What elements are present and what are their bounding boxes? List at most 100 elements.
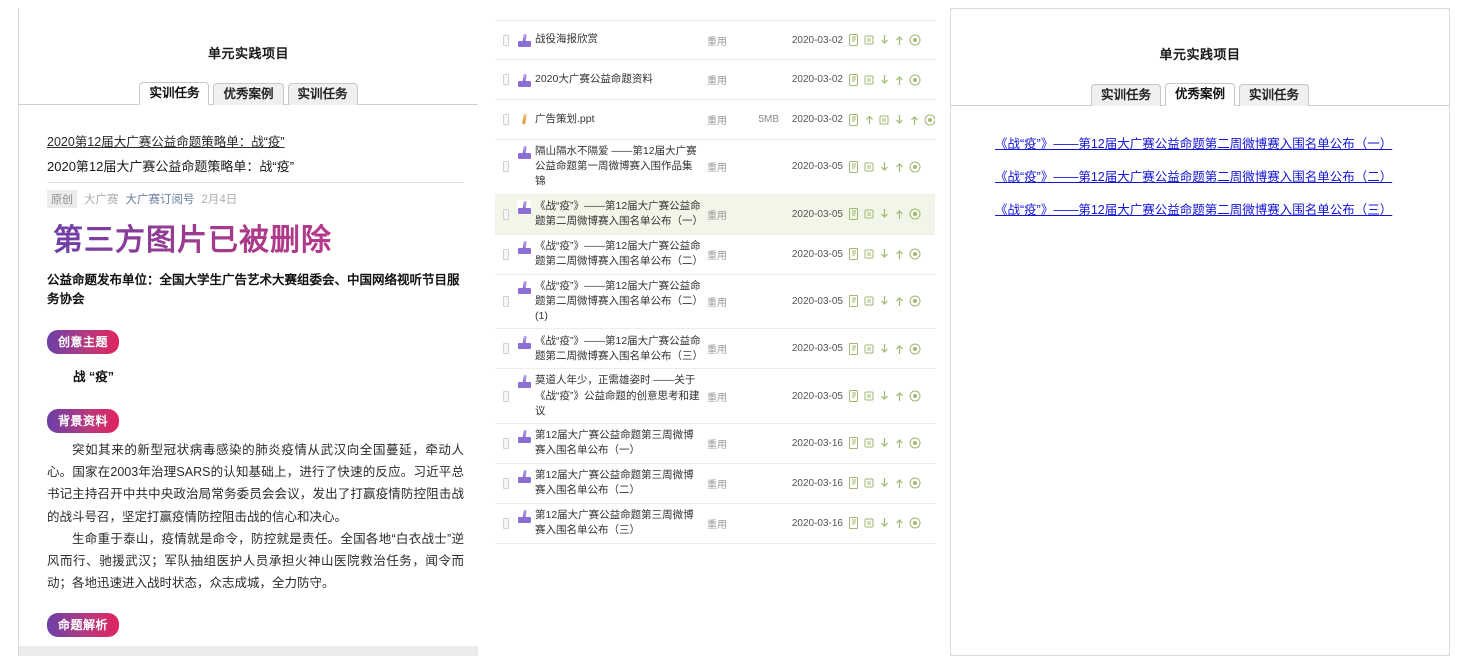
tab-left-1[interactable]: 优秀案例 <box>213 83 284 105</box>
more-icon[interactable] <box>909 34 921 46</box>
preview-icon[interactable] <box>849 34 860 46</box>
upload-icon[interactable] <box>909 114 920 126</box>
file-name-label[interactable]: 第12届大广赛公益命题第三周微博赛入围名单公布（二） <box>535 469 694 497</box>
preview-icon[interactable] <box>849 295 860 308</box>
preview-icon[interactable] <box>849 517 860 530</box>
copy-icon[interactable] <box>864 161 875 173</box>
case-link-2[interactable]: 《战“疫”》——第12届大广赛公益命题第二周微博赛入围名单公布（二） <box>995 170 1393 184</box>
drag-handle-icon[interactable] <box>503 161 509 173</box>
drag-handle-icon[interactable] <box>503 390 509 402</box>
file-name-label[interactable]: 莫道人年少，正需雄姿时 ——关于《战“疫”》公益命题的创意思考和建议 <box>535 374 700 417</box>
preview-icon[interactable] <box>849 248 860 261</box>
more-icon[interactable] <box>909 390 921 402</box>
download-icon[interactable] <box>879 437 890 449</box>
file-row[interactable]: 2020大广赛公益命题资料 重用 2020-03-02 <box>495 60 935 100</box>
file-name-label[interactable]: 2020大广赛公益命题资料 <box>535 72 653 85</box>
upload-icon[interactable] <box>894 343 905 355</box>
drag-handle-icon[interactable] <box>503 517 509 529</box>
download-icon[interactable] <box>879 343 890 355</box>
copy-icon[interactable] <box>864 517 875 529</box>
upload-icon[interactable] <box>894 208 905 220</box>
file-name-label[interactable]: 隔山隔水不隔爱 ——第12届大广赛公益命题第一周微博赛入围作品集锦 <box>535 145 697 188</box>
upload-icon[interactable] <box>894 390 905 402</box>
drag-handle-icon[interactable] <box>503 114 509 125</box>
more-icon[interactable] <box>909 437 921 449</box>
case-link-3[interactable]: 《战“疫”》——第12届大广赛公益命题第二周微博赛入围名单公布（三） <box>995 203 1393 217</box>
copy-icon[interactable] <box>864 477 875 489</box>
file-row[interactable]: 莫道人年少，正需雄姿时 ——关于《战“疫”》公益命题的创意思考和建议 重用 2020… <box>495 369 935 424</box>
upload-icon[interactable] <box>894 34 905 46</box>
tab-right-2[interactable]: 实训任务 <box>1239 84 1310 106</box>
file-name-label[interactable]: 《战“疫”》——第12届大广赛公益命题第二周微博赛入围名单公布（三） <box>535 334 703 362</box>
preview-icon[interactable] <box>849 73 860 86</box>
drag-handle-icon[interactable] <box>503 295 509 307</box>
upload-icon[interactable] <box>894 437 905 449</box>
download-icon[interactable] <box>879 295 890 307</box>
drag-handle-icon[interactable] <box>503 477 509 489</box>
drag-handle-icon[interactable] <box>503 208 509 220</box>
drag-handle-icon[interactable] <box>503 437 509 449</box>
file-name-label[interactable]: 《战“疫”》——第12届大广赛公益命题第二周微博赛入围名单公布（二） <box>535 239 703 268</box>
download-icon[interactable] <box>879 477 890 489</box>
preview-icon[interactable] <box>849 477 860 490</box>
share-icon[interactable] <box>864 114 875 126</box>
file-row[interactable]: 广告策划.ppt 重用 5MB 2020-03-02 <box>495 100 935 140</box>
file-name-label[interactable]: 战役海报欣赏 <box>535 33 598 45</box>
more-icon[interactable] <box>909 161 921 173</box>
drag-handle-icon[interactable] <box>503 74 509 85</box>
preview-icon[interactable] <box>849 342 860 355</box>
drag-handle-icon[interactable] <box>503 343 509 355</box>
file-row[interactable]: 《战“疫”》——第12届大广赛公益命题第二周微博赛入围名单公布（三） 重用 2020… <box>495 329 935 370</box>
file-name-label[interactable]: 第12届大广赛公益命题第三周微博赛入围名单公布（一） <box>535 429 694 457</box>
more-icon[interactable] <box>909 74 921 86</box>
more-icon[interactable] <box>909 477 921 489</box>
case-link-1[interactable]: 《战“疫”》——第12届大广赛公益命题第二周微博赛入围名单公布（一） <box>995 137 1393 151</box>
preview-icon[interactable] <box>849 160 860 173</box>
more-icon[interactable] <box>909 295 921 307</box>
file-row[interactable]: 战役海报欣赏 重用 2020-03-02 <box>495 20 935 60</box>
preview-icon[interactable] <box>849 390 860 403</box>
copy-icon[interactable] <box>864 248 875 260</box>
download-icon[interactable] <box>879 517 890 529</box>
file-name-label[interactable]: 《战“疫”》——第12届大广赛公益命题第二周微博赛入围名单公布（二）(1) <box>535 279 701 323</box>
copy-icon[interactable] <box>864 437 875 449</box>
download-icon[interactable] <box>879 74 890 86</box>
tab-right-1[interactable]: 优秀案例 <box>1164 83 1235 106</box>
file-row[interactable]: 隔山隔水不隔爱 ——第12届大广赛公益命题第一周微博赛入围作品集锦 重用 2020-… <box>495 140 935 195</box>
file-row[interactable]: 第12届大广赛公益命题第三周微博赛入围名单公布（一） 重用 2020-03-16 <box>495 423 935 464</box>
more-icon[interactable] <box>909 517 921 529</box>
file-name-label[interactable]: 第12届大广赛公益命题第三周微博赛入围名单公布（三） <box>535 509 694 537</box>
download-icon[interactable] <box>894 114 905 126</box>
tab-left-0[interactable]: 实训任务 <box>139 82 210 105</box>
upload-icon[interactable] <box>894 517 905 529</box>
preview-icon[interactable] <box>849 437 860 450</box>
file-name-label[interactable]: 《战“疫”》——第12届大广赛公益命题第二周微博赛入围名单公布（一） <box>535 199 703 228</box>
preview-icon[interactable] <box>849 113 860 126</box>
upload-icon[interactable] <box>894 477 905 489</box>
upload-icon[interactable] <box>894 74 905 86</box>
tab-left-2[interactable]: 实训任务 <box>287 83 358 105</box>
copy-icon[interactable] <box>864 208 875 220</box>
more-icon[interactable] <box>909 248 921 260</box>
file-row[interactable]: 《战“疫”》——第12届大广赛公益命题第二周微博赛入围名单公布（一） 重用 2020… <box>495 194 935 235</box>
download-icon[interactable] <box>879 208 890 220</box>
drag-handle-icon[interactable] <box>503 248 509 260</box>
more-icon[interactable] <box>909 343 921 355</box>
meta-account[interactable]: 大广赛订阅号 <box>125 194 195 206</box>
upload-icon[interactable] <box>894 248 905 260</box>
copy-icon[interactable] <box>864 295 875 307</box>
file-row[interactable]: 第12届大广赛公益命题第三周微博赛入围名单公布（三） 重用 2020-03-16 <box>495 503 935 544</box>
copy-icon[interactable] <box>864 34 875 46</box>
file-row[interactable]: 《战“疫”》——第12届大广赛公益命题第二周微博赛入围名单公布（二） 重用 2020… <box>495 234 935 275</box>
tab-right-0[interactable]: 实训任务 <box>1090 84 1161 106</box>
download-icon[interactable] <box>879 390 890 402</box>
file-row[interactable]: 《战“疫”》——第12届大广赛公益命题第二周微博赛入围名单公布（二）(1) 重用 2… <box>495 274 935 330</box>
attachment-link[interactable]: 2020第12届大广赛公益命题策略单：战“疫” <box>47 135 285 149</box>
more-icon[interactable] <box>909 208 921 220</box>
download-icon[interactable] <box>879 34 890 46</box>
more-icon[interactable] <box>924 114 935 126</box>
file-name-label[interactable]: 广告策划.ppt <box>535 112 595 125</box>
copy-icon[interactable] <box>864 343 875 355</box>
drag-handle-icon[interactable] <box>503 34 509 46</box>
download-icon[interactable] <box>879 161 890 173</box>
